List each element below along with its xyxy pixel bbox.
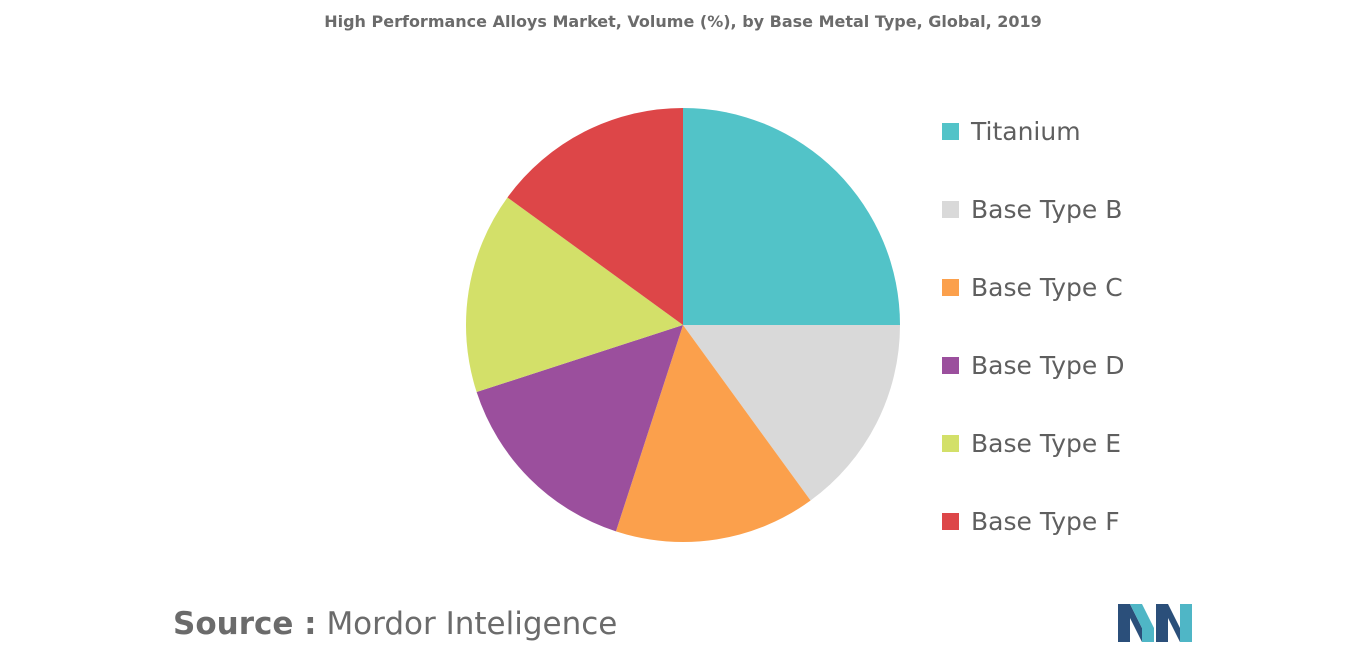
legend-label: Base Type D [971, 350, 1125, 380]
legend-label: Base Type E [971, 428, 1121, 458]
pie-slice-base-type-d [476, 325, 683, 532]
pie-slice-base-type-b [683, 325, 900, 501]
legend-item: Base Type C [942, 269, 1123, 305]
legend-label: Base Type C [971, 272, 1123, 302]
legend-label: Base Type F [971, 506, 1120, 536]
legend-item: Base Type E [942, 425, 1121, 461]
chart-title: High Performance Alloys Market, Volume (… [324, 12, 1042, 31]
legend-swatch [942, 122, 959, 140]
legend-item: Base Type D [942, 347, 1124, 383]
legend-label: Base Type B [971, 194, 1123, 224]
legend-swatch [942, 278, 959, 296]
legend-label: Titanium [971, 116, 1081, 146]
legend-swatch [942, 512, 959, 530]
legend-item: Titanium [942, 113, 1081, 149]
source-text: Mordor Inteligence [326, 606, 618, 642]
legend-swatch [942, 434, 959, 452]
source-note: Source : Mordor Inteligence [173, 606, 617, 642]
mordor-intelligence-logo-icon [1118, 604, 1192, 642]
legend-swatch [942, 200, 959, 218]
pie-slice-base-type-e [465, 197, 683, 393]
pie-slice-titanium [683, 108, 900, 325]
legend-swatch [942, 356, 959, 374]
legend-item: Base Type B [942, 191, 1122, 227]
pie-slice-base-type-f [507, 108, 683, 325]
source-label: Source : [173, 606, 317, 642]
pie-slice-base-type-c [615, 325, 811, 543]
legend-item: Base Type F [942, 503, 1120, 539]
